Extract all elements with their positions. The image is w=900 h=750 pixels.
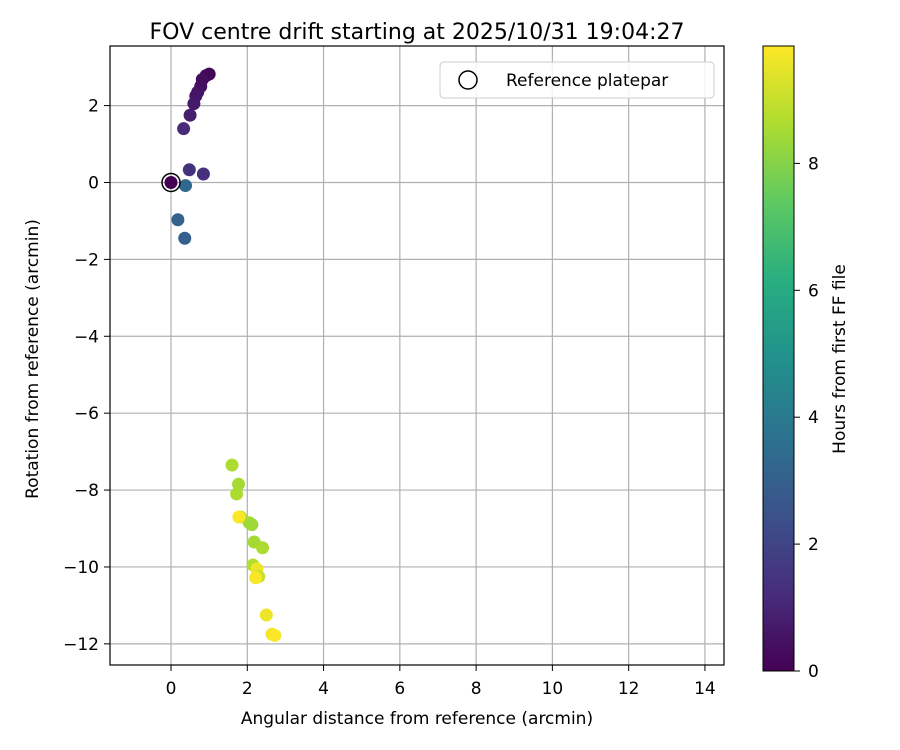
x-tick-label: 4 (318, 679, 329, 699)
x-tick-label: 6 (394, 679, 405, 699)
colorbar-ticks: 0 2 4 6 8 (794, 154, 819, 682)
data-point (225, 458, 239, 472)
data-point (196, 167, 210, 181)
colorbar-tick-label: 2 (808, 535, 819, 555)
reference-marker-layer (161, 172, 181, 193)
data-point (164, 175, 178, 189)
data-point (268, 628, 282, 642)
data-point (171, 213, 185, 227)
colorbar-tick-label: 8 (808, 154, 819, 174)
x-tick-label: 14 (694, 679, 716, 699)
reference-platepar-marker (161, 172, 181, 193)
data-point (232, 510, 246, 524)
chart-title: FOV centre drift starting at 2025/10/31 … (150, 20, 685, 45)
colorbar-tick-label: 4 (808, 408, 819, 428)
colorbar-tick-label: 6 (808, 281, 819, 301)
y-tick-label: −2 (74, 250, 99, 270)
legend-label-reference: Reference platepar (506, 71, 668, 91)
x-tick-label: 0 (166, 679, 177, 699)
x-axis-label: Angular distance from reference (arcmin) (241, 709, 593, 729)
data-point (249, 571, 263, 585)
y-tick-label: −10 (63, 558, 99, 578)
data-point (187, 97, 201, 111)
legend-marker-reference (458, 70, 478, 90)
data-point (256, 541, 270, 555)
colorbar-gradient (762, 45, 795, 672)
data-point (245, 518, 259, 532)
x-tick-label: 12 (618, 679, 640, 699)
axis-ticks: 0 2 4 6 8 10 12 14 −12 −10 −8 −6 −4 −2 0 2 (63, 97, 716, 699)
legend-box (439, 61, 715, 99)
data-point (182, 163, 196, 177)
y-tick-label: 0 (88, 173, 99, 193)
y-tick-label: −6 (74, 404, 99, 424)
x-tick-label: 10 (542, 679, 564, 699)
x-tick-label: 8 (471, 679, 482, 699)
y-tick-label: −12 (63, 635, 99, 655)
y-tick-label: −4 (74, 327, 99, 347)
y-tick-label: −8 (74, 481, 99, 501)
data-point (179, 179, 193, 193)
y-tick-label: 2 (88, 97, 99, 117)
data-point (259, 608, 273, 622)
y-axis-label: Rotation from reference (arcmin) (23, 219, 43, 499)
data-point (177, 122, 191, 136)
grid-lines (110, 46, 724, 665)
x-tick-label: 2 (242, 679, 253, 699)
plot-frame (109, 45, 725, 666)
data-point (178, 231, 192, 245)
colorbar-label: Hours from first FF file (830, 264, 850, 454)
data-points (164, 67, 282, 642)
colorbar-tick-label: 0 (808, 662, 819, 682)
colorbar: 0 2 4 6 8 Hours from first FF file (762, 45, 850, 682)
legend: Reference platepar (439, 61, 715, 99)
data-point (232, 477, 246, 491)
data-point (230, 487, 244, 501)
data-point (183, 108, 197, 122)
